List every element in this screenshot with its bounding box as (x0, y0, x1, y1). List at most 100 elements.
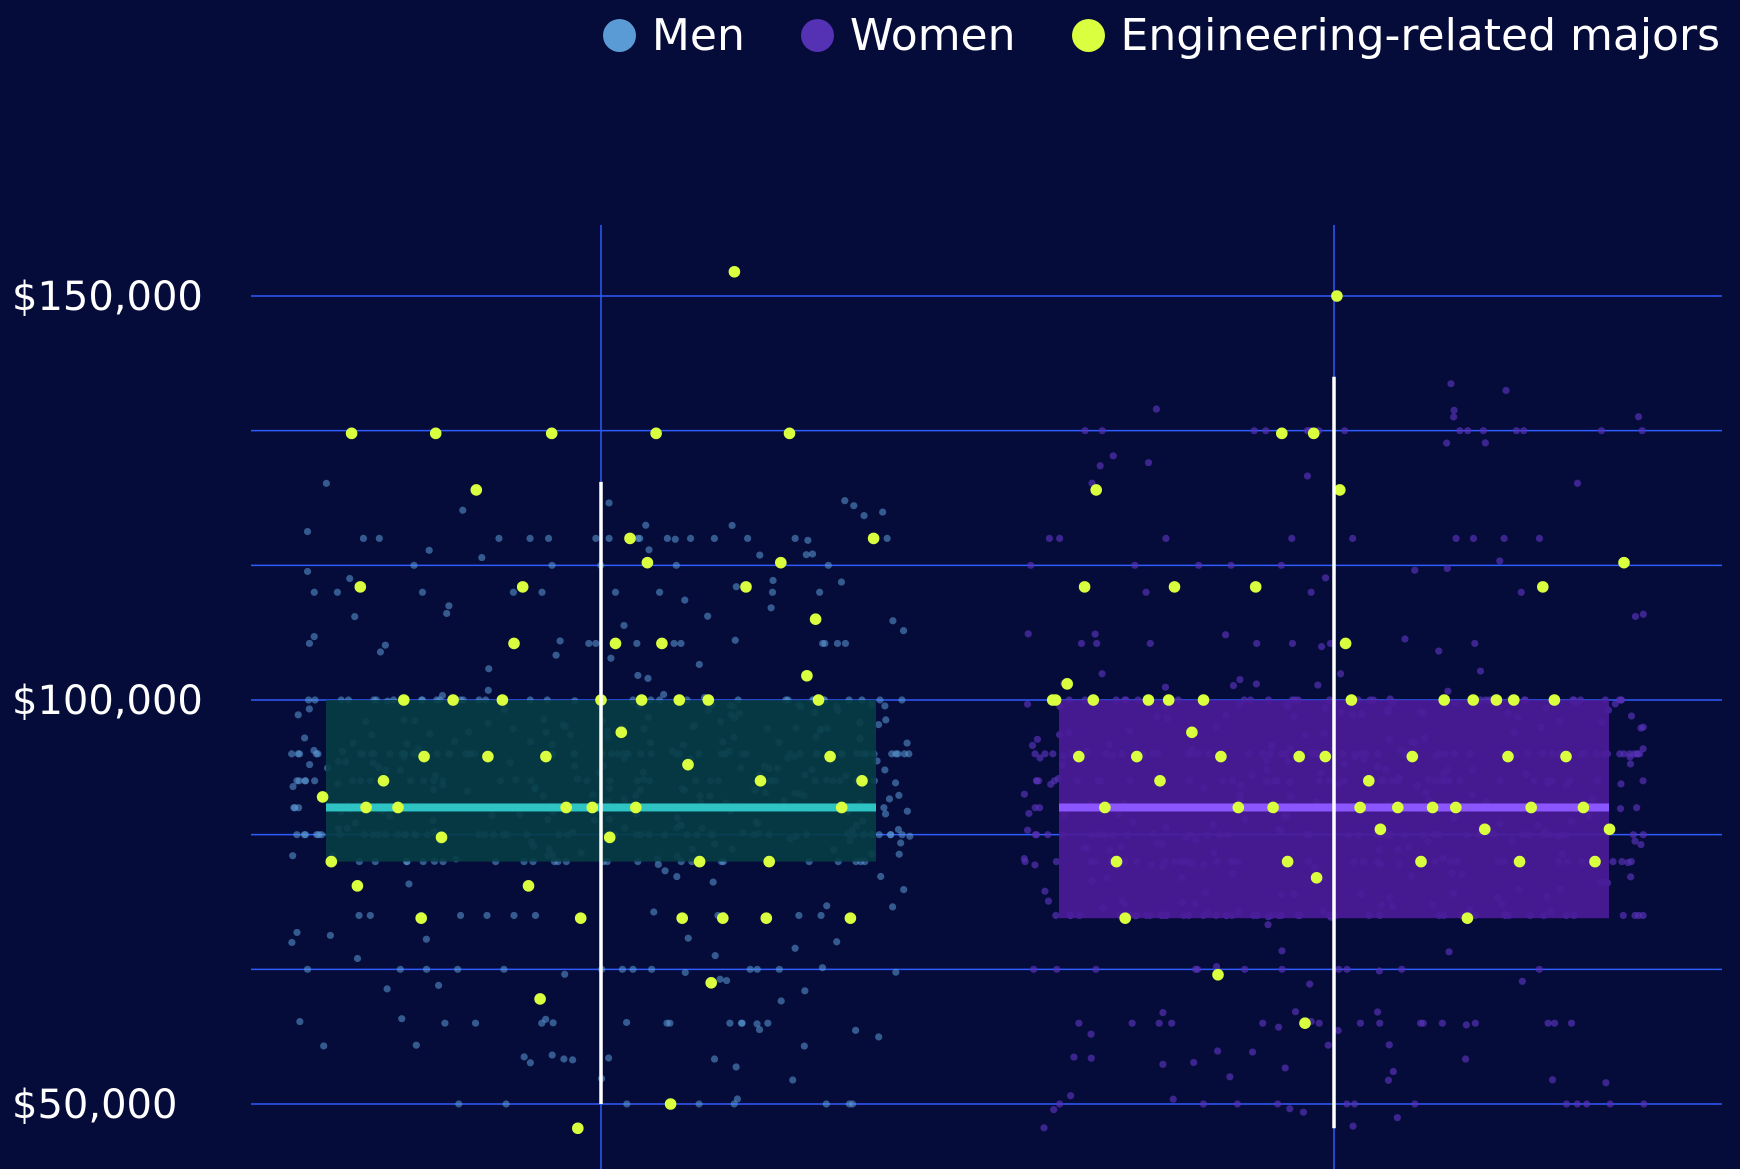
data-point (650, 908, 658, 916)
data-point (1044, 831, 1052, 839)
data-point (891, 779, 900, 787)
data-point (1517, 588, 1525, 596)
data-point (892, 968, 900, 976)
data-point (1411, 1100, 1419, 1108)
data-point (1031, 750, 1039, 758)
engineering-point (1513, 855, 1526, 868)
data-point (1053, 965, 1061, 973)
data-point (1471, 639, 1479, 648)
data-point (1067, 1092, 1075, 1100)
data-point (733, 1095, 741, 1103)
data-point (903, 739, 911, 747)
data-point (894, 825, 903, 834)
data-point (670, 639, 678, 648)
data-point (1250, 427, 1258, 435)
data-point (710, 534, 718, 543)
data-point (677, 639, 685, 648)
data-point (526, 1059, 534, 1067)
data-point (666, 1019, 674, 1027)
data-point (1618, 858, 1626, 866)
data-point (1411, 566, 1419, 574)
data-point (1212, 962, 1221, 971)
data-point (1025, 809, 1033, 818)
data-point (1036, 754, 1044, 762)
data-point (1259, 1019, 1267, 1027)
data-point (1190, 1058, 1198, 1067)
data-point (1479, 427, 1487, 435)
data-point (1462, 1055, 1470, 1063)
data-point (509, 588, 518, 596)
data-point (881, 702, 889, 710)
data-point (301, 777, 310, 785)
data-point (311, 696, 319, 704)
data-point (434, 981, 443, 989)
legend-label-women: Women (849, 10, 1016, 61)
engineering-point (1339, 637, 1352, 650)
legend-item-engineering[interactable]: Engineering-related majors (1071, 10, 1720, 61)
data-point (351, 613, 359, 621)
data-point (396, 965, 404, 973)
data-point (1241, 965, 1249, 973)
data-point (789, 1076, 797, 1084)
engineering-point (740, 581, 752, 593)
data-point (290, 804, 298, 812)
data-point (410, 561, 418, 569)
data-point (1606, 1100, 1614, 1108)
data-point (1092, 965, 1100, 973)
data-point (303, 965, 312, 973)
data-point (592, 639, 600, 648)
engineering-point (316, 791, 329, 803)
data-point (874, 720, 883, 729)
engineering-point (508, 637, 520, 650)
engineering-point (1090, 484, 1102, 496)
data-point (1291, 1008, 1300, 1016)
data-point (1031, 861, 1039, 869)
data-point (1081, 427, 1089, 435)
engineering-point (664, 1098, 677, 1110)
engineering-point (835, 801, 848, 814)
data-point (1469, 534, 1478, 543)
data-point (1253, 639, 1261, 648)
data-point (500, 965, 508, 973)
data-point (629, 965, 637, 973)
data-point (744, 534, 752, 543)
data-point (585, 639, 593, 648)
data-point (801, 987, 809, 995)
legend-item-women[interactable]: Women (800, 10, 1016, 61)
engineering-point (516, 581, 529, 593)
engineering-point (360, 801, 372, 814)
engineering-point (1293, 750, 1305, 763)
data-point (823, 902, 831, 910)
data-point (1021, 858, 1029, 866)
data-point (293, 928, 301, 937)
data-point (879, 508, 887, 516)
data-point (1627, 873, 1635, 881)
data-point (1627, 858, 1635, 866)
engineering-point (1548, 694, 1561, 706)
data-point (1152, 405, 1160, 413)
data-point (1393, 1114, 1401, 1122)
data-point (1028, 741, 1037, 749)
data-point (1401, 635, 1409, 643)
data-point (681, 968, 689, 977)
whiskers (599, 376, 1336, 1129)
engineering-point (482, 750, 494, 763)
data-point (288, 938, 296, 947)
legend-item-men[interactable]: Men (602, 10, 745, 61)
data-point (746, 965, 754, 973)
data-point (737, 1019, 746, 1027)
data-point (549, 1019, 557, 1027)
y-tick-label: $50,000 (12, 1082, 177, 1128)
engineering-point (586, 801, 599, 814)
engineering-point (676, 912, 688, 924)
data-point (1334, 1026, 1342, 1035)
data-point (1226, 1073, 1234, 1081)
engineering-point (812, 694, 825, 706)
engineering-point (1406, 750, 1419, 763)
data-point (822, 1100, 830, 1108)
engineering-point (824, 750, 836, 763)
data-point (485, 665, 493, 673)
data-point (753, 965, 761, 973)
data-point (1044, 897, 1053, 905)
engineering-point (1197, 694, 1210, 706)
